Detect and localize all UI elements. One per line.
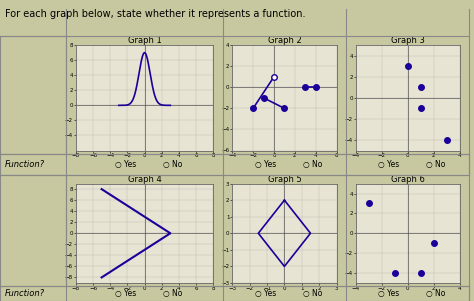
Text: ○ Yes: ○ Yes [115,160,136,169]
Title: Graph 4: Graph 4 [128,175,162,184]
Text: ○ No: ○ No [303,289,322,298]
Text: Function?: Function? [5,289,45,298]
Title: Graph 6: Graph 6 [391,175,425,184]
Text: ○ No: ○ No [427,160,446,169]
Text: ○ Yes: ○ Yes [378,160,399,169]
Title: Graph 2: Graph 2 [267,36,301,45]
Text: ○ No: ○ No [164,289,182,298]
Title: Graph 3: Graph 3 [391,36,425,45]
Text: ○ No: ○ No [164,160,182,169]
Text: ○ No: ○ No [303,160,322,169]
Text: ○ Yes: ○ Yes [255,160,276,169]
Title: Graph 5: Graph 5 [267,175,301,184]
Title: Graph 1: Graph 1 [128,36,162,45]
Text: ○ Yes: ○ Yes [115,289,136,298]
Text: For each graph below, state whether it represents a function.: For each graph below, state whether it r… [5,9,305,19]
Text: ○ Yes: ○ Yes [255,289,276,298]
Text: Function?: Function? [5,160,45,169]
Text: ○ No: ○ No [427,289,446,298]
Text: ○ Yes: ○ Yes [378,289,399,298]
